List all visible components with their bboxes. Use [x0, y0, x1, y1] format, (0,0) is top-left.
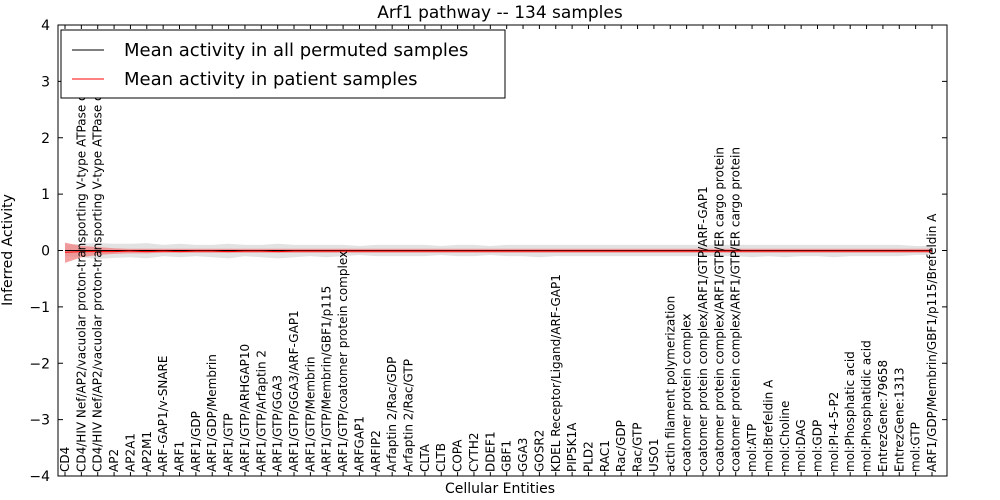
- y-tick-label: 3: [41, 74, 50, 90]
- y-axis: 4 3 2 1 0 −1 −2 −3 −4: [29, 18, 947, 485]
- x-tick-label: coatomer protein complex/ARF1/GTP/ER car…: [729, 147, 743, 472]
- x-tick-label: PIP5K1A: [565, 422, 579, 472]
- x-tick-label: CD4: [58, 447, 72, 472]
- x-tick-label: ARFIP2: [369, 430, 383, 472]
- patient-line: [64, 250, 932, 253]
- x-tick-label: mol:PI-4-5-P2: [827, 392, 841, 472]
- x-tick-label: PLD2: [581, 441, 595, 472]
- x-tick-label: ARF1/GDP: [189, 411, 203, 472]
- x-tick-label: coatomer protein complex/ARF1/GTP/ARF-GA…: [696, 186, 710, 472]
- y-tick-label: 4: [41, 18, 50, 34]
- x-tick-label: CYTH2: [467, 433, 481, 473]
- x-tick-label: mol:Choline: [778, 401, 792, 472]
- x-tick-label: ARF1/GTP/GGA3: [271, 375, 285, 472]
- x-tick-label: Arfaptin 2/Rac/GDP: [385, 357, 399, 472]
- x-tick-label: mol:GTP: [909, 422, 923, 472]
- x-tick-label: CLTA: [418, 443, 432, 472]
- y-tick-label: 0: [41, 244, 50, 260]
- x-tick-label: ARFGAP1: [352, 416, 366, 472]
- x-tick-label: mol:Brefeldin A: [761, 379, 775, 472]
- y-tick-label: −2: [29, 356, 50, 372]
- x-tick-label: AP2A1: [123, 433, 137, 472]
- y-tick-label: −1: [29, 300, 50, 316]
- x-tick-label: Arfaptin 2/Rac/GTP: [402, 359, 416, 472]
- x-tick-label: GGA3: [516, 438, 530, 472]
- x-tick-label: ARF-GAP1/v-SNARE: [156, 356, 170, 472]
- x-tick-label: EntrezGene:1313: [892, 368, 906, 473]
- x-tick-label: CLTB: [434, 443, 448, 472]
- x-tick-labels: CD4 CD4/HIV Nef/AP2/vacuolar proton-trans…: [58, 25, 939, 476]
- y-tick-label: 1: [41, 187, 50, 203]
- legend: Mean activity in all permuted samples Me…: [60, 29, 506, 99]
- series-lines: [64, 250, 932, 253]
- x-tick-label: GOSR2: [532, 430, 546, 472]
- x-tick-label: CD4/HIV Nef/AP2/vacuolar proton-transpor…: [74, 50, 88, 472]
- x-tick-label: RAC1: [598, 440, 612, 472]
- x-tick-label: mol:GDP: [810, 420, 824, 472]
- x-tick-label: mol:Phosphatic acid: [843, 351, 857, 472]
- x-tick-label: Rac/GDP: [614, 420, 628, 472]
- x-tick-label: GBF1: [500, 440, 514, 472]
- y-tick-label: −3: [29, 413, 50, 429]
- x-tick-label: actin filament polymerization: [663, 296, 677, 472]
- x-tick-label: ARF1/GTP/Membrin: [303, 356, 317, 472]
- y-tick-label: −4: [29, 469, 50, 485]
- x-tick-label: DDEF1: [483, 431, 497, 472]
- x-tick-label: ARF1/GTP/GGA3/ARF-GAP1: [287, 310, 301, 472]
- x-tick-label: COPA: [451, 439, 465, 472]
- x-tick-label: ARF1/GDP/Membrin: [205, 354, 219, 472]
- chart-title: Arf1 pathway -- 134 samples: [377, 3, 623, 23]
- x-tick-label: USO1: [647, 439, 661, 472]
- x-tick-label: CD4/HIV Nef/AP2/vacuolar proton-transpor…: [91, 50, 105, 472]
- x-tick-label: KDEL Receptor/Ligand/ARF-GAP1: [549, 274, 563, 472]
- x-tick-label: AP2: [107, 449, 121, 472]
- x-axis-label: Cellular Entities: [445, 481, 555, 497]
- patient-band: [65, 242, 932, 263]
- legend-box: [60, 29, 506, 99]
- confidence-bands: [65, 242, 932, 263]
- x-tick-label: EntrezGene:79658: [876, 360, 890, 472]
- legend-label-patient: Mean activity in patient samples: [124, 69, 418, 90]
- x-tick-label: ARF1/GTP/coatomer protein complex: [336, 251, 350, 472]
- x-tick-label: ARF1/GTP/Membrin/GBF1/p115: [320, 286, 334, 472]
- legend-label-permuted: Mean activity in all permuted samples: [124, 40, 468, 61]
- x-tick-label: Rac/GTP: [631, 422, 645, 472]
- y-axis-label: Inferred Activity: [0, 194, 16, 306]
- x-tick-label: ARF1/GTP: [222, 413, 236, 472]
- x-tick-label: ARF1/GTP/Arfaptin 2: [254, 350, 268, 472]
- x-tick-label: ARF1/GDP/Membrin/GBF1/p115/Brefeldin A: [925, 213, 939, 472]
- x-tick-label: mol:Phosphatidic acid: [860, 340, 874, 472]
- x-tick-label: mol:ATP: [745, 424, 759, 472]
- x-tick-label: ARF1/GTP/ARHGAP10: [238, 344, 252, 472]
- x-tick-label: ARF1: [173, 441, 187, 472]
- x-tick-label: AP2M1: [140, 431, 154, 472]
- x-tick-label: coatomer protein complex: [680, 314, 694, 472]
- y-tick-label: 2: [41, 131, 50, 147]
- x-tick-label: mol:DAG: [794, 419, 808, 472]
- x-tick-label: coatomer protein complex/ARF1/GTP/ER car…: [712, 147, 726, 472]
